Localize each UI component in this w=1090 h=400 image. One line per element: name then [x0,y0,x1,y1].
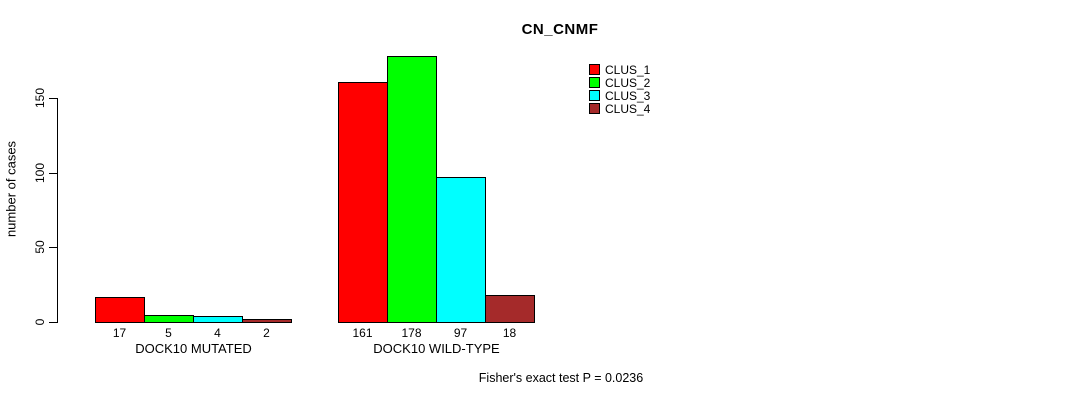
bar-clus_1-mutated [95,297,145,323]
y-axis-label: number of cases [3,140,19,238]
bar-value-label: 2 [263,326,270,340]
y-axis-tick [49,322,57,323]
legend-item-clus_4: CLUS_4 [589,101,651,116]
bar-clus_2-mutated [144,315,194,323]
legend-swatch-clus_3 [589,90,600,101]
y-axis-tick [49,247,57,249]
bar-value-label: 161 [352,326,373,340]
bar-value-label: 97 [453,326,468,340]
bar-value-label: 178 [401,326,422,340]
y-axis-line [57,98,58,323]
legend-label: CLUS_1 [605,62,651,77]
y-axis-tick [49,98,57,99]
legend-item-clus_2: CLUS_2 [589,75,651,90]
bar-clus_4-mutated [242,319,292,323]
legend-swatch-clus_1 [589,64,600,75]
bar-clus_4-wildtype [485,295,535,323]
stat-annotation: Fisher's exact test P = 0.0236 [478,371,644,385]
y-axis-tick [49,172,57,174]
bar-value-label: 18 [502,326,517,340]
legend-item-clus_3: CLUS_3 [589,88,651,103]
category-label: DOCK10 WILD-TYPE [373,341,500,356]
legend-swatch-clus_4 [589,103,600,114]
bar-clus_3-mutated [193,316,243,323]
legend-item-clus_1: CLUS_1 [589,62,651,77]
bar-clus_2-wildtype [387,56,437,323]
legend-label: CLUS_4 [605,101,651,116]
y-axis-tick-label: 150 [33,87,47,109]
legend-label: CLUS_3 [605,88,651,103]
bar-clus_1-wildtype [338,82,388,323]
y-axis-tick-label: 0 [33,318,47,326]
legend: CLUS_1 CLUS_2 CLUS_3 CLUS_4 [589,62,651,116]
legend-label: CLUS_2 [605,75,651,90]
bar-value-label: 4 [214,326,221,340]
bar-value-label: 17 [112,326,127,340]
bar-value-label: 5 [165,326,172,340]
y-axis-tick-label: 100 [33,162,47,183]
bar-clus_3-wildtype [436,177,486,323]
category-label: DOCK10 MUTATED [135,341,252,356]
legend-swatch-clus_2 [589,77,600,88]
chart-title: CN_CNMF [521,21,599,38]
y-axis-tick-label: 50 [33,240,47,255]
